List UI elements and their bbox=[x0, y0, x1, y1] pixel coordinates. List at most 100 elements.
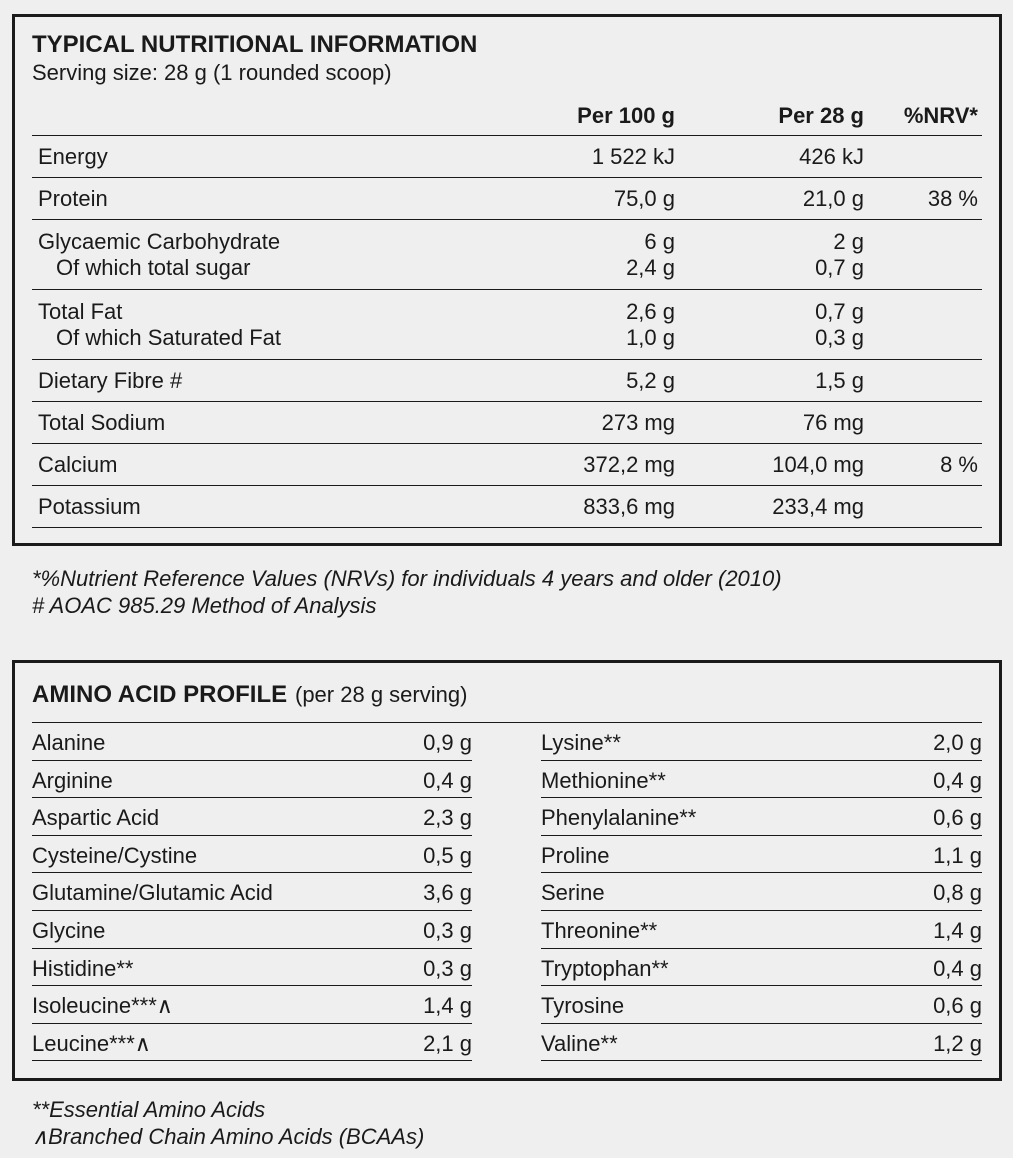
nutrient-label: Protein bbox=[38, 186, 108, 211]
row-divider bbox=[32, 359, 982, 360]
per-28g-value: 426 kJ bbox=[799, 144, 864, 169]
per-100g-value: 75,0 g bbox=[613, 186, 675, 211]
per-100g-value: 372,2 mg bbox=[583, 452, 675, 477]
nrv-value: 38 % bbox=[927, 186, 978, 211]
amino-name: Glycine bbox=[32, 918, 106, 943]
amino-value: 3,6 g bbox=[423, 880, 472, 906]
footnote: *%Nutrient Reference Values (NRVs) for i… bbox=[32, 566, 782, 591]
amino-name: Proline bbox=[541, 842, 610, 868]
per-28g-value: 0,3 g bbox=[815, 325, 864, 350]
amino-value: 2,3 g bbox=[423, 805, 472, 831]
row-divider bbox=[32, 910, 472, 911]
row-divider bbox=[32, 722, 982, 723]
row-divider bbox=[32, 289, 982, 290]
nutrient-label: Potassium bbox=[38, 494, 141, 519]
amino-value: 0,4 g bbox=[933, 767, 982, 793]
amino-name: Methionine** bbox=[541, 767, 666, 793]
nutrient-label: Total Sodium bbox=[38, 410, 166, 435]
nutrient-label: Of which total sugar bbox=[56, 255, 251, 280]
amino-name: Glutamine/Glutamic Acid bbox=[32, 880, 273, 906]
amino-value: 0,3 g bbox=[423, 918, 472, 943]
column-header: Per 100 g bbox=[577, 103, 675, 128]
per-100g-value: 2,6 g bbox=[626, 299, 675, 324]
nutrient-label: Of which Saturated Fat bbox=[56, 325, 281, 350]
per-28g-value: 0,7 g bbox=[815, 255, 864, 280]
row-divider bbox=[32, 1022, 472, 1024]
nutrient-label: Energy bbox=[38, 144, 108, 169]
amino-title: AMINO ACID PROFILE bbox=[32, 681, 288, 708]
amino-value: 1,1 g bbox=[933, 842, 982, 868]
amino-name: Tryptophan** bbox=[541, 955, 669, 981]
per-28g-value: 1,5 g bbox=[815, 368, 864, 393]
amino-value: 0,3 g bbox=[423, 955, 472, 981]
row-divider bbox=[32, 797, 472, 799]
row-divider bbox=[32, 1060, 472, 1062]
row-divider bbox=[541, 985, 982, 987]
amino-name: Alanine bbox=[32, 730, 106, 755]
per-28g-value: 104,0 mg bbox=[772, 452, 864, 477]
row-divider bbox=[541, 947, 982, 949]
serving-size: Serving size: 28 g (1 rounded scoop) bbox=[32, 60, 392, 85]
nutrition-box bbox=[12, 14, 1002, 546]
amino-value: 0,6 g bbox=[933, 805, 982, 831]
amino-value: 0,5 g bbox=[423, 842, 472, 868]
per-28g-value: 2 g bbox=[833, 229, 864, 254]
per-100g-value: 2,4 g bbox=[626, 255, 675, 280]
row-divider bbox=[541, 872, 982, 874]
footnote: ∧Branched Chain Amino Acids (BCAAs) bbox=[32, 1124, 425, 1149]
row-divider bbox=[32, 219, 982, 220]
amino-value: 1,4 g bbox=[933, 918, 982, 943]
amino-value: 0,4 g bbox=[423, 767, 472, 793]
row-divider bbox=[32, 527, 982, 528]
nutrient-label: Calcium bbox=[38, 452, 118, 477]
row-divider bbox=[32, 985, 472, 987]
amino-name: Aspartic Acid bbox=[32, 805, 160, 831]
amino-value: 0,6 g bbox=[933, 993, 982, 1019]
amino-name: Valine** bbox=[541, 1030, 618, 1056]
amino-name: Cysteine/Cystine bbox=[32, 842, 198, 868]
amino-value: 2,1 g bbox=[423, 1030, 472, 1056]
nrv-value: 8 % bbox=[940, 452, 978, 477]
amino-value: 0,4 g bbox=[933, 955, 982, 981]
row-divider bbox=[32, 401, 982, 402]
amino-name: Leucine***∧ bbox=[32, 1030, 151, 1056]
amino-name: Serine bbox=[541, 880, 605, 906]
per-100g-value: 6 g bbox=[644, 229, 675, 254]
row-divider bbox=[32, 135, 982, 136]
column-header: %NRV* bbox=[903, 103, 978, 128]
amino-name: Tyrosine bbox=[541, 993, 625, 1019]
row-divider bbox=[541, 834, 982, 836]
amino-value: 1,4 g bbox=[423, 993, 472, 1019]
amino-name: Lysine** bbox=[541, 730, 621, 755]
row-divider bbox=[32, 759, 472, 761]
per-100g-value: 1,0 g bbox=[626, 325, 675, 350]
nutrient-label: Dietary Fibre # bbox=[38, 368, 183, 393]
per-28g-value: 0,7 g bbox=[815, 299, 864, 324]
amino-value: 0,8 g bbox=[933, 880, 982, 906]
row-divider bbox=[32, 834, 472, 836]
per-28g-value: 233,4 mg bbox=[772, 494, 864, 519]
row-divider bbox=[32, 485, 982, 486]
amino-value: 1,2 g bbox=[933, 1030, 982, 1056]
per-100g-value: 833,6 mg bbox=[583, 494, 675, 519]
row-divider bbox=[541, 910, 982, 911]
per-100g-value: 5,2 g bbox=[626, 368, 675, 393]
amino-subtitle: (per 28 g serving) bbox=[295, 682, 468, 707]
footnote: # AOAC 985.29 Method of Analysis bbox=[32, 593, 377, 618]
row-divider bbox=[541, 759, 982, 761]
amino-value: 2,0 g bbox=[933, 730, 982, 755]
amino-name: Isoleucine***∧ bbox=[32, 993, 173, 1019]
row-divider bbox=[541, 1060, 982, 1062]
nutrition-title: TYPICAL NUTRITIONAL INFORMATION bbox=[32, 31, 478, 58]
row-divider bbox=[541, 797, 982, 799]
nutrient-label: Glycaemic Carbohydrate bbox=[38, 229, 281, 254]
column-header: Per 28 g bbox=[778, 103, 864, 128]
amino-value: 0,9 g bbox=[423, 730, 472, 755]
amino-name: Arginine bbox=[32, 767, 113, 793]
per-28g-value: 21,0 g bbox=[802, 186, 864, 211]
footnote: **Essential Amino Acids bbox=[32, 1097, 266, 1122]
nutrient-label: Total Fat bbox=[38, 299, 123, 324]
per-28g-value: 76 mg bbox=[802, 410, 864, 435]
row-divider bbox=[541, 1022, 982, 1024]
